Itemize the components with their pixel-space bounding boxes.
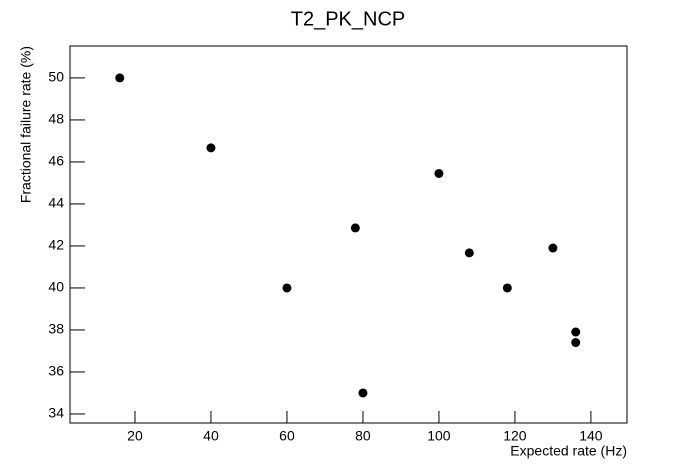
x-tick-label: 120 [503, 428, 527, 444]
x-tick-label: 40 [203, 428, 219, 444]
point [282, 283, 292, 293]
x-tick-label: 140 [579, 428, 603, 444]
point [358, 388, 368, 398]
y-tick-label: 44 [48, 195, 64, 211]
x-tick-label: 60 [279, 428, 295, 444]
point [571, 327, 581, 337]
y-axis-label: Fractional failure rate (%) [18, 46, 34, 203]
x-tick-label: 20 [127, 428, 143, 444]
y-tick-label: 48 [48, 111, 64, 127]
point [115, 73, 125, 83]
x-axis-label: Expected rate (Hz) [510, 443, 627, 459]
y-tick-label: 34 [48, 405, 64, 421]
y-tick-label: 42 [48, 237, 64, 253]
point [548, 243, 558, 253]
chart-title: T2_PK_NCP [291, 8, 406, 30]
point [464, 248, 474, 258]
point [434, 168, 444, 178]
y-tick-label: 36 [48, 363, 64, 379]
y-tick-label: 38 [48, 321, 64, 337]
point [502, 283, 512, 293]
y-tick-label: 46 [48, 153, 64, 169]
point [350, 223, 360, 233]
point [571, 338, 581, 348]
x-tick-label: 100 [427, 428, 451, 444]
plot-frame [69, 45, 628, 424]
y-tick-label: 40 [48, 279, 64, 295]
y-tick-label: 50 [48, 69, 64, 85]
x-tick-label: 80 [355, 428, 371, 444]
point [206, 143, 216, 153]
